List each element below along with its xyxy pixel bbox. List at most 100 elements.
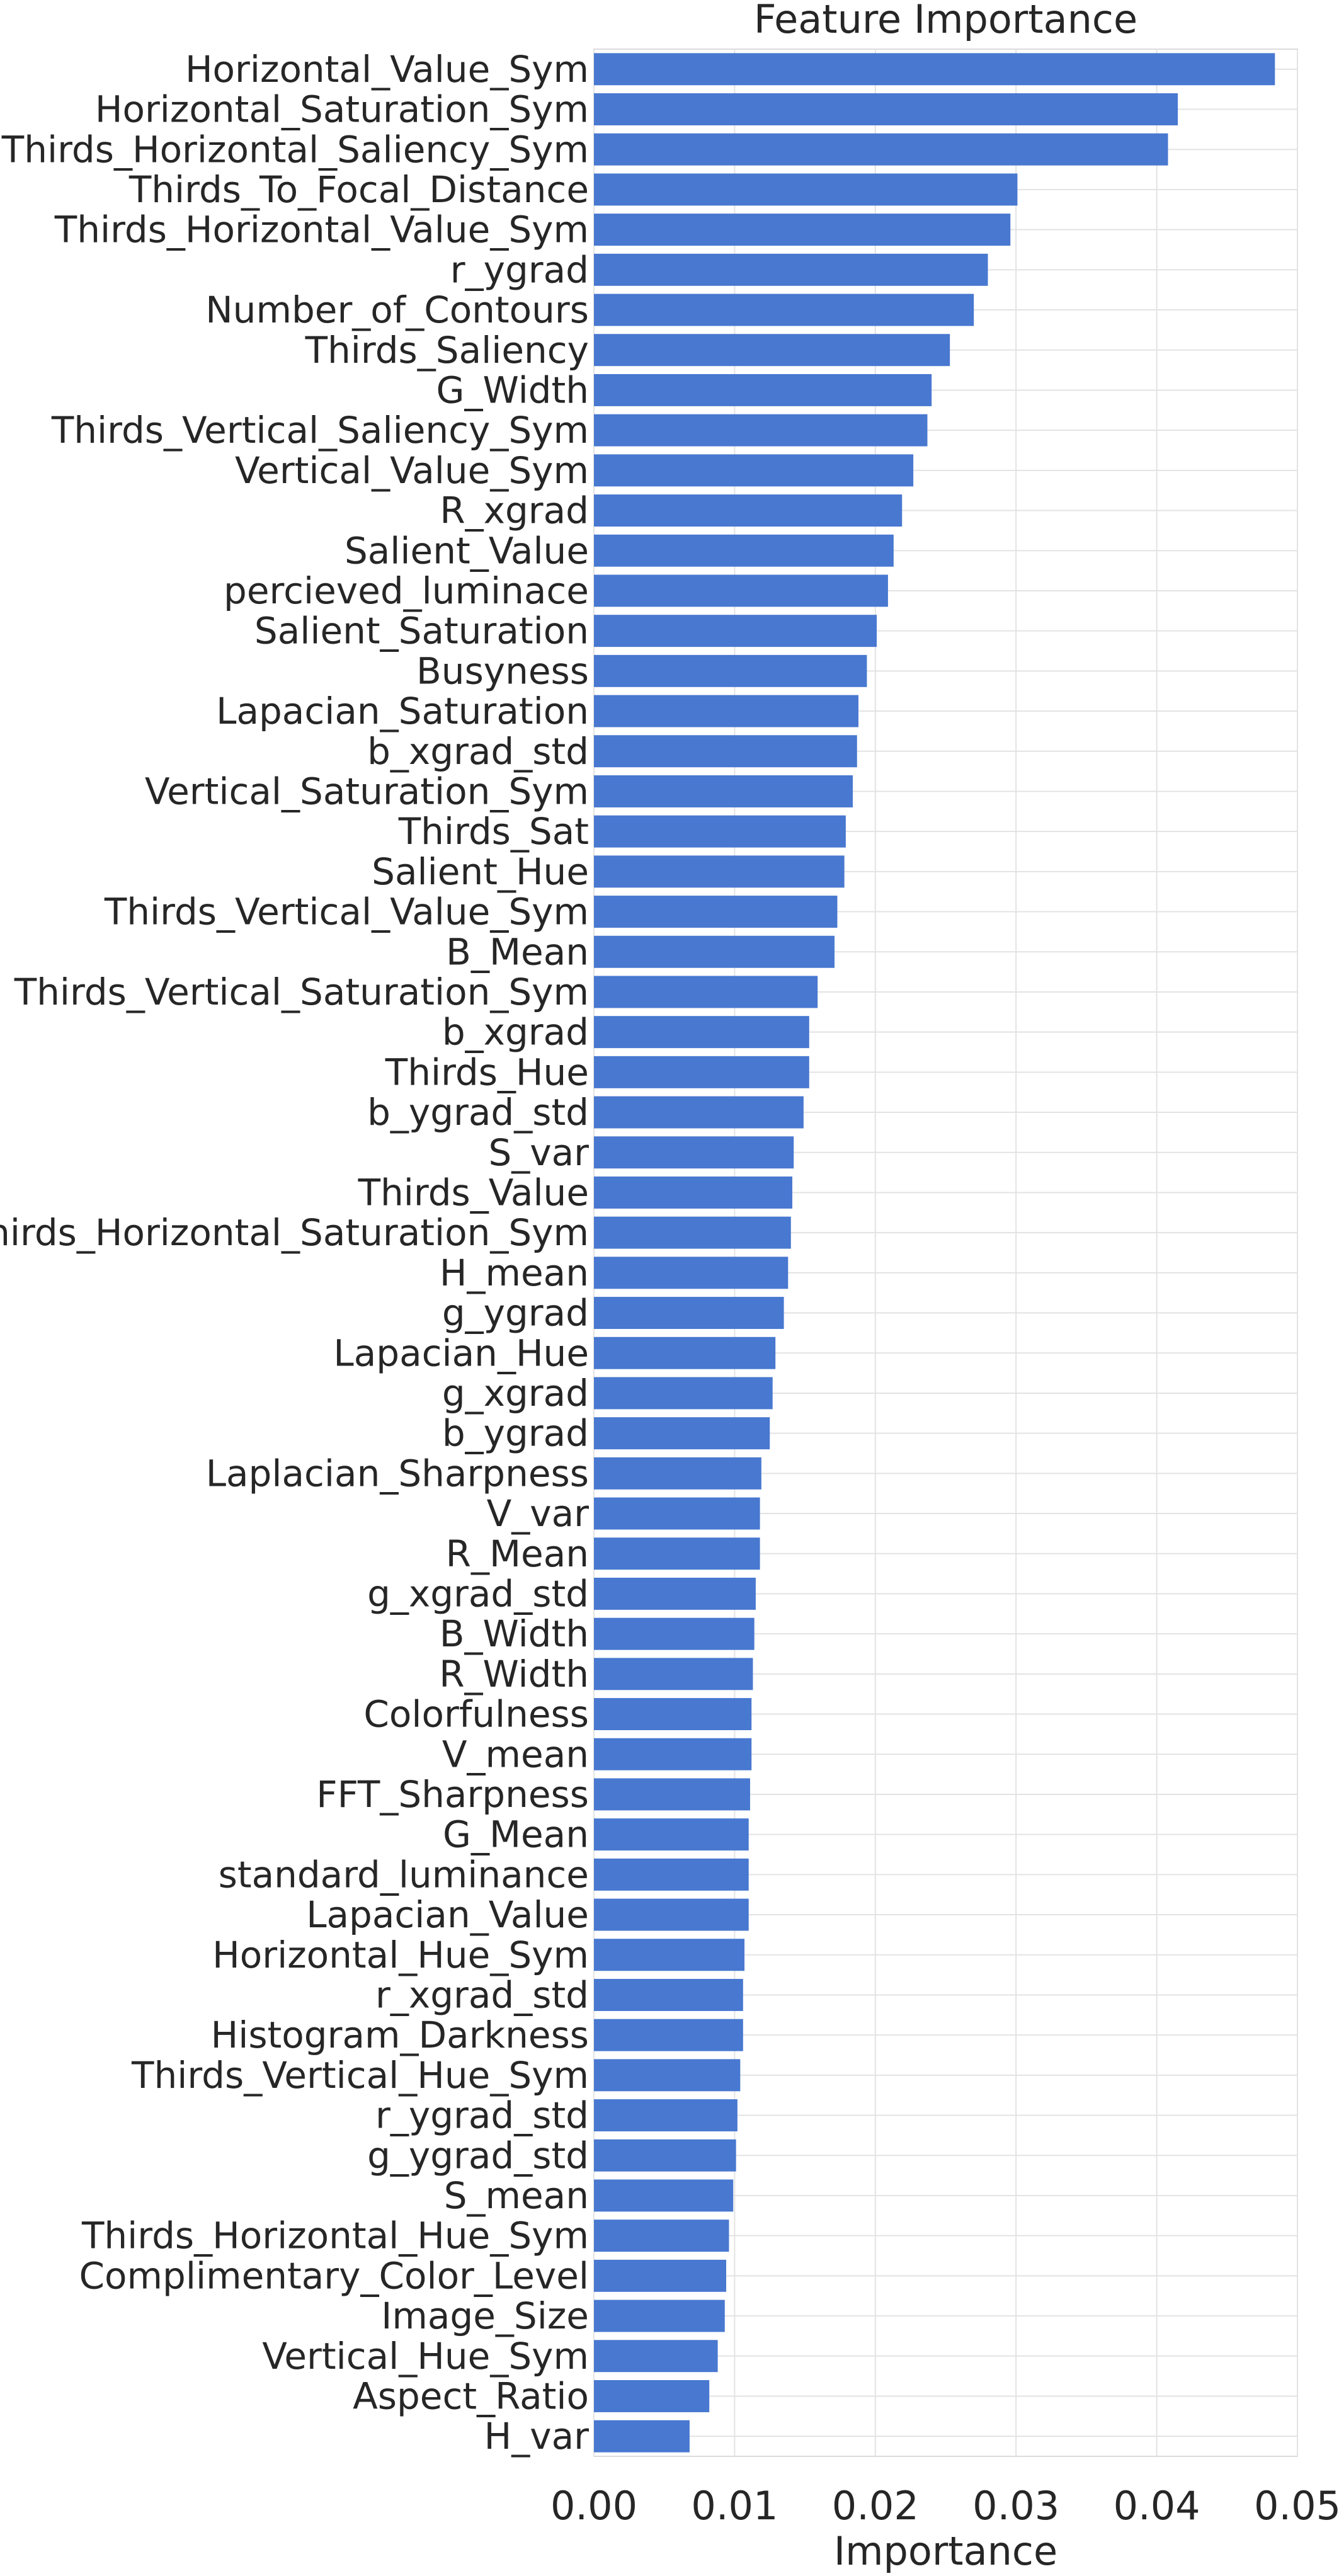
category-label: S_mean — [444, 2174, 589, 2217]
bar — [594, 935, 835, 968]
bar — [594, 2220, 729, 2252]
category-labels: Horizontal_Value_SymHorizontal_Saturatio… — [0, 48, 589, 2458]
bar — [594, 574, 888, 607]
bar — [594, 1778, 750, 1811]
category-label: Histogram_Darkness — [211, 2014, 589, 2056]
category-label: Thirds_Vertical_Saturation_Sym — [14, 971, 589, 1013]
bar — [594, 534, 894, 567]
bar — [594, 334, 950, 367]
category-label: Aspect_Ratio — [353, 2374, 589, 2417]
x-tick-labels: 0.00 0.01 0.02 0.03 0.04 0.05 — [550, 2483, 1339, 2529]
bar — [594, 173, 1018, 206]
bar — [594, 855, 845, 888]
bar — [594, 1216, 791, 1249]
category-label: Horizontal_Saturation_Sym — [95, 88, 589, 131]
bar — [594, 1497, 760, 1530]
x-tick-label: 0.04 — [1114, 2483, 1200, 2529]
category-label: b_ygrad_std — [367, 1091, 589, 1134]
bar — [594, 1617, 755, 1650]
category-label: Thirds_Sat — [398, 810, 589, 853]
x-tick-label: 0.02 — [832, 2483, 919, 2529]
bar — [594, 93, 1178, 126]
bar — [594, 1257, 789, 1289]
bar — [594, 1698, 752, 1731]
category-label: Horizontal_Hue_Sym — [212, 1934, 589, 1976]
bar — [594, 214, 1011, 246]
category-label: Number_of_Contours — [205, 288, 589, 331]
bar — [594, 2300, 725, 2332]
bar — [594, 2420, 690, 2453]
bar — [594, 454, 914, 487]
category-label: FFT_Sharpness — [316, 1773, 589, 1816]
category-label: Vertical_Hue_Sym — [262, 2335, 589, 2378]
bar — [594, 1818, 749, 1851]
bar — [594, 494, 903, 527]
category-label: Thirds_Vertical_Hue_Sym — [131, 2054, 589, 2097]
category-label: Thirds_To_Focal_Distance — [128, 168, 589, 211]
x-tick-label: 0.03 — [972, 2483, 1059, 2529]
category-label: Thirds_Saliency — [305, 329, 589, 372]
x-axis-title: Importance — [834, 2528, 1057, 2574]
bar — [594, 1898, 749, 1931]
category-label: R_xgrad — [440, 489, 589, 532]
category-label: Salient_Value — [345, 529, 589, 572]
bar — [594, 815, 846, 848]
bar — [594, 1738, 752, 1770]
category-label: S_var — [488, 1131, 589, 1174]
bars — [594, 53, 1275, 2453]
bar — [594, 1297, 784, 1330]
bar — [594, 373, 932, 406]
x-tick-label: 0.00 — [550, 2483, 637, 2529]
category-label: R_Mean — [446, 1532, 589, 1575]
bar — [594, 1658, 753, 1690]
category-label: Lapacian_Value — [306, 1893, 589, 1936]
x-tick-label: 0.05 — [1254, 2483, 1339, 2529]
x-tick-label: 0.01 — [691, 2483, 778, 2529]
category-label: R_Width — [439, 1653, 589, 1695]
bar — [594, 654, 867, 687]
chart-title: Feature Importance — [754, 0, 1137, 42]
bar — [594, 1457, 761, 1490]
category-label: Thirds_Vertical_Saliency_Sym — [51, 409, 589, 452]
category-label: Laplacian_Sharpness — [206, 1452, 589, 1495]
category-label: Thirds_Horizontal_Hue_Sym — [81, 2214, 589, 2257]
category-label: Lapacian_Saturation — [216, 690, 589, 732]
category-label: V_mean — [442, 1733, 589, 1775]
category-label: Busyness — [416, 649, 589, 692]
category-label: g_ygrad_std — [367, 2134, 589, 2177]
bar — [594, 2019, 743, 2051]
category-label: Thirds_Hue — [385, 1051, 589, 1093]
bar — [594, 1016, 809, 1049]
bar — [594, 2099, 738, 2132]
bar — [594, 2379, 710, 2412]
category-label: H_mean — [440, 1251, 589, 1294]
bar — [594, 2340, 718, 2373]
bar — [594, 1577, 756, 1610]
bar — [594, 2259, 726, 2292]
category-label: standard_luminance — [219, 1853, 589, 1896]
bar — [594, 896, 838, 928]
category-label: B_Mean — [446, 930, 589, 973]
category-label: r_ygrad_std — [375, 2094, 589, 2137]
category-label: Thirds_Value — [358, 1171, 589, 1214]
bar — [594, 976, 818, 1008]
category-label: Thirds_Vertical_Value_Sym — [104, 891, 589, 933]
category-label: Salient_Hue — [372, 850, 589, 893]
bar — [594, 1056, 809, 1088]
bar — [594, 1176, 792, 1209]
category-label: percieved_luminace — [224, 569, 589, 612]
category-label: B_Width — [440, 1612, 589, 1655]
bar — [594, 1096, 804, 1129]
category-label: Salient_Saturation — [254, 610, 589, 653]
bar — [594, 253, 988, 286]
category-label: r_ygrad — [450, 248, 589, 291]
category-label: H_var — [484, 2415, 589, 2458]
category-label: Thirds_Horizontal_Saliency_Sym — [1, 128, 589, 171]
bar — [594, 775, 853, 807]
category-label: Horizontal_Value_Sym — [185, 48, 589, 91]
category-label: r_xgrad_std — [375, 1973, 589, 2016]
category-label: Image_Size — [381, 2294, 589, 2337]
bar — [594, 414, 928, 447]
category-label: G_Mean — [443, 1813, 589, 1856]
